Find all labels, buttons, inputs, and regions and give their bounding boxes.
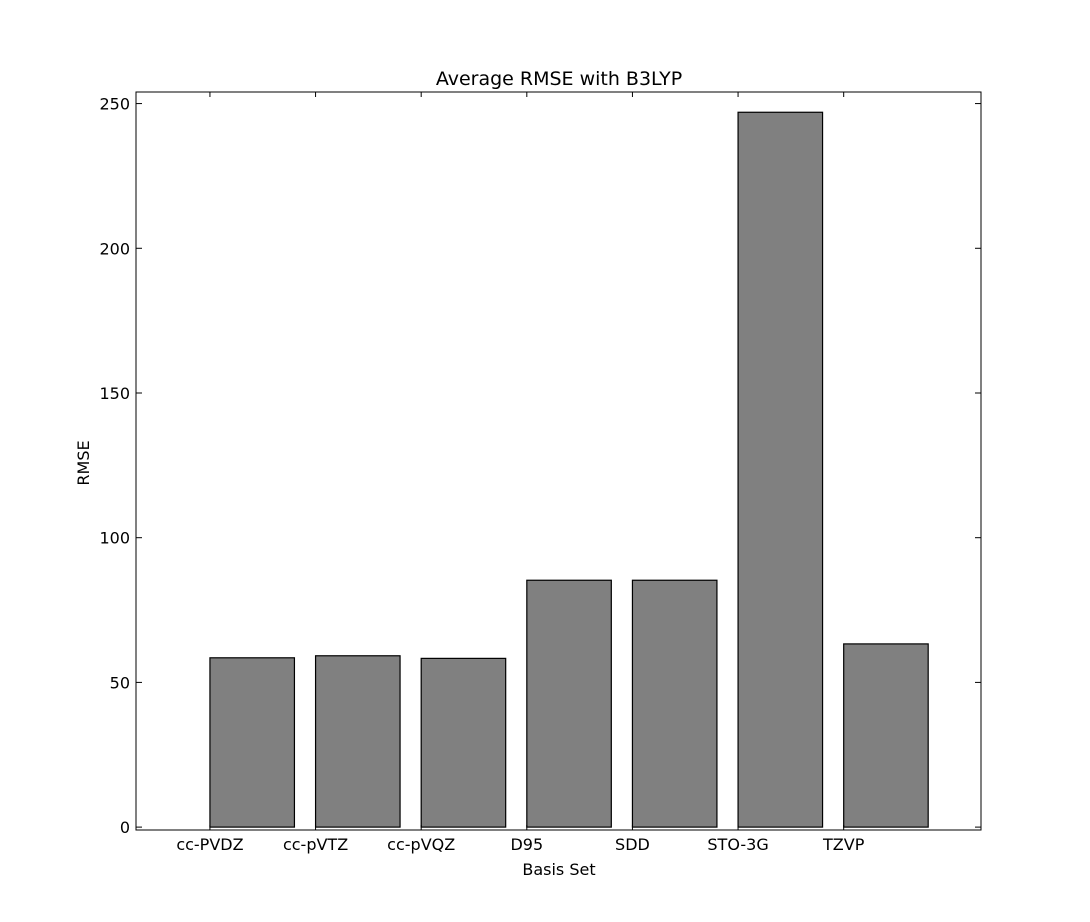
bar-cc-pvdz — [209, 657, 296, 828]
plot-frame — [135, 91, 982, 831]
y-tick-label: 100 — [99, 529, 130, 548]
bar-d95 — [526, 579, 612, 828]
y-tick-label: 50 — [110, 673, 130, 692]
x-tick-label: cc-pVTZ — [283, 835, 348, 854]
x-tick-label: D95 — [510, 835, 543, 854]
y-tick-label: 200 — [99, 239, 130, 258]
x-tick-label: TZVP — [822, 835, 865, 854]
bar-cc-pvqz — [420, 657, 507, 828]
x-tick-label: STO-3G — [707, 835, 768, 854]
x-axis-label: Basis Set — [522, 860, 595, 879]
y-tick-label: 250 — [99, 95, 130, 114]
x-tick-label: SDD — [615, 835, 650, 854]
bar-tzvp — [843, 643, 929, 828]
x-tick-label: cc-PVDZ — [176, 835, 243, 854]
bar-cc-pvtz — [314, 655, 401, 828]
bar-sto-3g — [737, 111, 824, 828]
x-tick-label: cc-pVQZ — [387, 835, 455, 854]
bars-layer — [209, 111, 929, 828]
y-tick-label: 150 — [99, 384, 130, 403]
ticks-layer: cc-PVDZ cc-pVTZ cc-pVQZ D95 SDD STO-3G TZVP 0 50… — [99, 92, 981, 854]
y-tick-label: 0 — [120, 818, 130, 837]
chart-title: Average RMSE with B3LYP — [436, 68, 682, 90]
y-axis-label: RMSE — [74, 440, 93, 485]
bar-sdd — [631, 579, 718, 828]
